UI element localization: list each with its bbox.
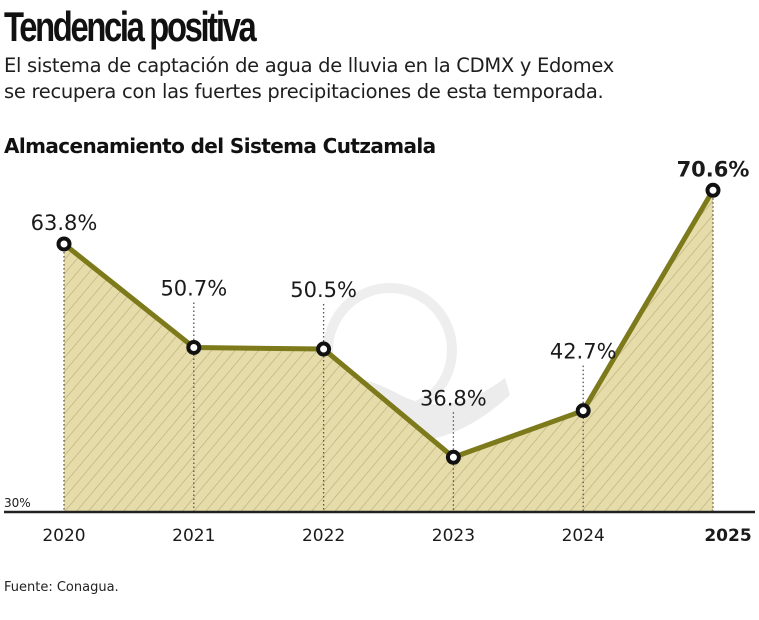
value-labels: 63.8% 50.7% 50.5% 36.8% 42.7% 70.6% (31, 157, 750, 410)
value-label-2023: 36.8% (420, 386, 487, 410)
subtitle-line-2: se recupera con las fuertes precipitacio… (4, 80, 604, 103)
data-point-2024 (575, 403, 591, 419)
value-label-2025: 70.6% (677, 157, 750, 181)
x-tick-label-2020: 2020 (42, 526, 85, 546)
x-tick-label-2023: 2023 (432, 526, 475, 546)
area-fill (64, 190, 713, 511)
source-note: Fuente: Conagua. (4, 580, 119, 595)
data-point-2022 (316, 341, 332, 357)
page-subtitle: El sistema de captación de agua de lluvi… (4, 53, 614, 105)
subtitle-line-1: El sistema de captación de agua de lluvi… (4, 54, 614, 77)
x-tick-label-2024: 2024 (562, 526, 605, 546)
value-label-2022: 50.5% (290, 278, 357, 302)
data-point-2025 (705, 182, 721, 198)
y-tick-label: 30% (4, 496, 31, 510)
x-tick-label-2022: 2022 (302, 526, 345, 546)
chart-title: Almacenamiento del Sistema Cutzamala (4, 134, 436, 158)
y-axis-labels: 30% (4, 496, 31, 510)
x-axis-labels: 2020 2021 2022 2023 2024 2025 (42, 526, 751, 546)
value-label-2021: 50.7% (160, 276, 227, 300)
data-markers (56, 182, 721, 465)
data-point-2020 (56, 236, 72, 252)
page-title: Tendencia positiva (4, 3, 257, 50)
series-line (62, 188, 716, 460)
data-point-2021 (186, 339, 202, 355)
value-label-2024: 42.7% (550, 340, 617, 364)
x-tick-label-2025: 2025 (704, 526, 751, 546)
value-label-2020: 63.8% (31, 211, 98, 235)
data-point-2023 (445, 449, 461, 465)
x-tick-label-2021: 2021 (172, 526, 215, 546)
